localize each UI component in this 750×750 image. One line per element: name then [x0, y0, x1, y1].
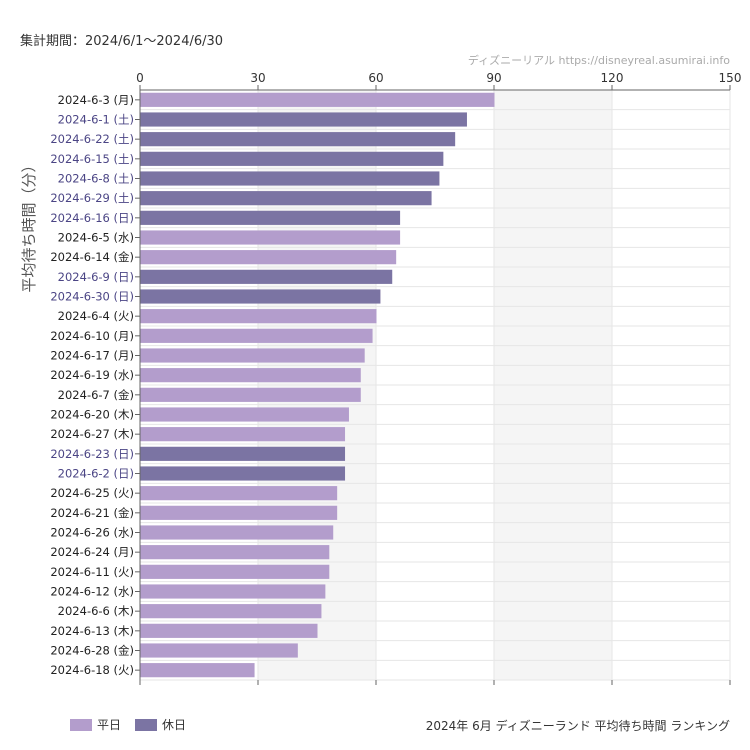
bar: [140, 623, 318, 638]
bar: [140, 505, 338, 520]
legend-item-weekday[interactable]: 平日: [70, 716, 121, 733]
bar: [140, 328, 373, 343]
bar: [140, 466, 346, 481]
bar: [140, 584, 326, 599]
category-label: 2024-6-11 (火): [50, 565, 134, 579]
category-label: 2024-6-30 (日): [50, 290, 134, 304]
bar: [140, 604, 322, 619]
category-label: 2024-6-15 (土): [50, 152, 134, 166]
category-label: 2024-6-26 (水): [50, 526, 134, 540]
legend-item-holiday[interactable]: 休日: [135, 716, 186, 733]
category-label: 2024-6-27 (木): [50, 427, 134, 441]
bar: [140, 269, 393, 284]
y-axis-title: 平均待ち時間（分）: [20, 157, 38, 292]
category-label: 2024-6-24 (月): [50, 545, 134, 559]
category-label: 2024-6-29 (土): [50, 191, 134, 205]
bar: [140, 250, 397, 265]
category-label: 2024-6-10 (月): [50, 329, 134, 343]
legend-swatch-holiday: [135, 718, 158, 731]
category-label: 2024-6-13 (木): [50, 624, 134, 638]
bar: [140, 525, 334, 540]
category-label: 2024-6-1 (土): [58, 113, 134, 127]
chart-footer-title: 2024年 6月 ディズニーランド 平均待ち時間 ランキング: [425, 719, 730, 733]
chart-legend: 平日 休日: [70, 716, 200, 733]
bar: [140, 112, 467, 127]
category-label: 2024-6-3 (月): [58, 93, 134, 107]
x-tick-label: 150: [719, 71, 742, 85]
bar: [140, 407, 349, 422]
category-label: 2024-6-6 (木): [58, 604, 134, 618]
legend-swatch-weekday: [70, 718, 92, 731]
bar: [140, 387, 361, 402]
category-label: 2024-6-19 (水): [50, 368, 134, 382]
category-label: 2024-6-8 (土): [58, 172, 134, 186]
bar: [140, 486, 338, 501]
category-label: 2024-6-9 (日): [58, 270, 134, 284]
bar: [140, 289, 381, 304]
bar: [140, 230, 401, 245]
bar: [140, 348, 365, 363]
category-label: 2024-6-17 (月): [50, 349, 134, 363]
source-credit: ディズニーリアル https://disneyreal.asumirai.inf…: [467, 54, 730, 67]
category-label: 2024-6-20 (木): [50, 408, 134, 422]
legend-label-holiday: 休日: [162, 718, 187, 732]
category-label: 2024-6-4 (火): [58, 309, 134, 323]
category-label: 2024-6-23 (日): [50, 447, 134, 461]
bar: [140, 210, 401, 225]
bar: [140, 171, 440, 186]
category-label: 2024-6-22 (土): [50, 132, 134, 146]
category-label: 2024-6-2 (日): [58, 467, 134, 481]
bar: [140, 427, 346, 442]
legend-label-weekday: 平日: [97, 718, 122, 732]
bar: [140, 132, 456, 147]
category-label: 2024-6-12 (水): [50, 585, 134, 599]
bar: [140, 663, 255, 678]
bar: [140, 545, 330, 560]
category-label: 2024-6-5 (水): [58, 231, 134, 245]
bar: [140, 564, 330, 579]
category-label: 2024-6-7 (金): [58, 388, 134, 402]
x-tick-label: 0: [136, 71, 144, 85]
x-tick-label: 30: [250, 71, 265, 85]
bar: [140, 643, 298, 658]
category-label: 2024-6-14 (金): [50, 250, 134, 264]
x-tick-label: 60: [368, 71, 383, 85]
category-label: 2024-6-16 (日): [50, 211, 134, 225]
bar: [140, 191, 432, 206]
bar: [140, 151, 444, 166]
bar: [140, 92, 495, 107]
category-label: 2024-6-18 (火): [50, 663, 134, 677]
bar: [140, 446, 346, 461]
bar: [140, 368, 361, 383]
category-label: 2024-6-28 (金): [50, 644, 134, 658]
category-label: 2024-6-25 (火): [50, 486, 134, 500]
x-tick-label: 90: [486, 71, 501, 85]
bar: [140, 309, 377, 324]
aggregation-period: 集計期間：2024/6/1〜2024/6/30: [20, 34, 224, 49]
category-label: 2024-6-21 (金): [50, 506, 134, 520]
x-tick-label: 120: [601, 71, 624, 85]
